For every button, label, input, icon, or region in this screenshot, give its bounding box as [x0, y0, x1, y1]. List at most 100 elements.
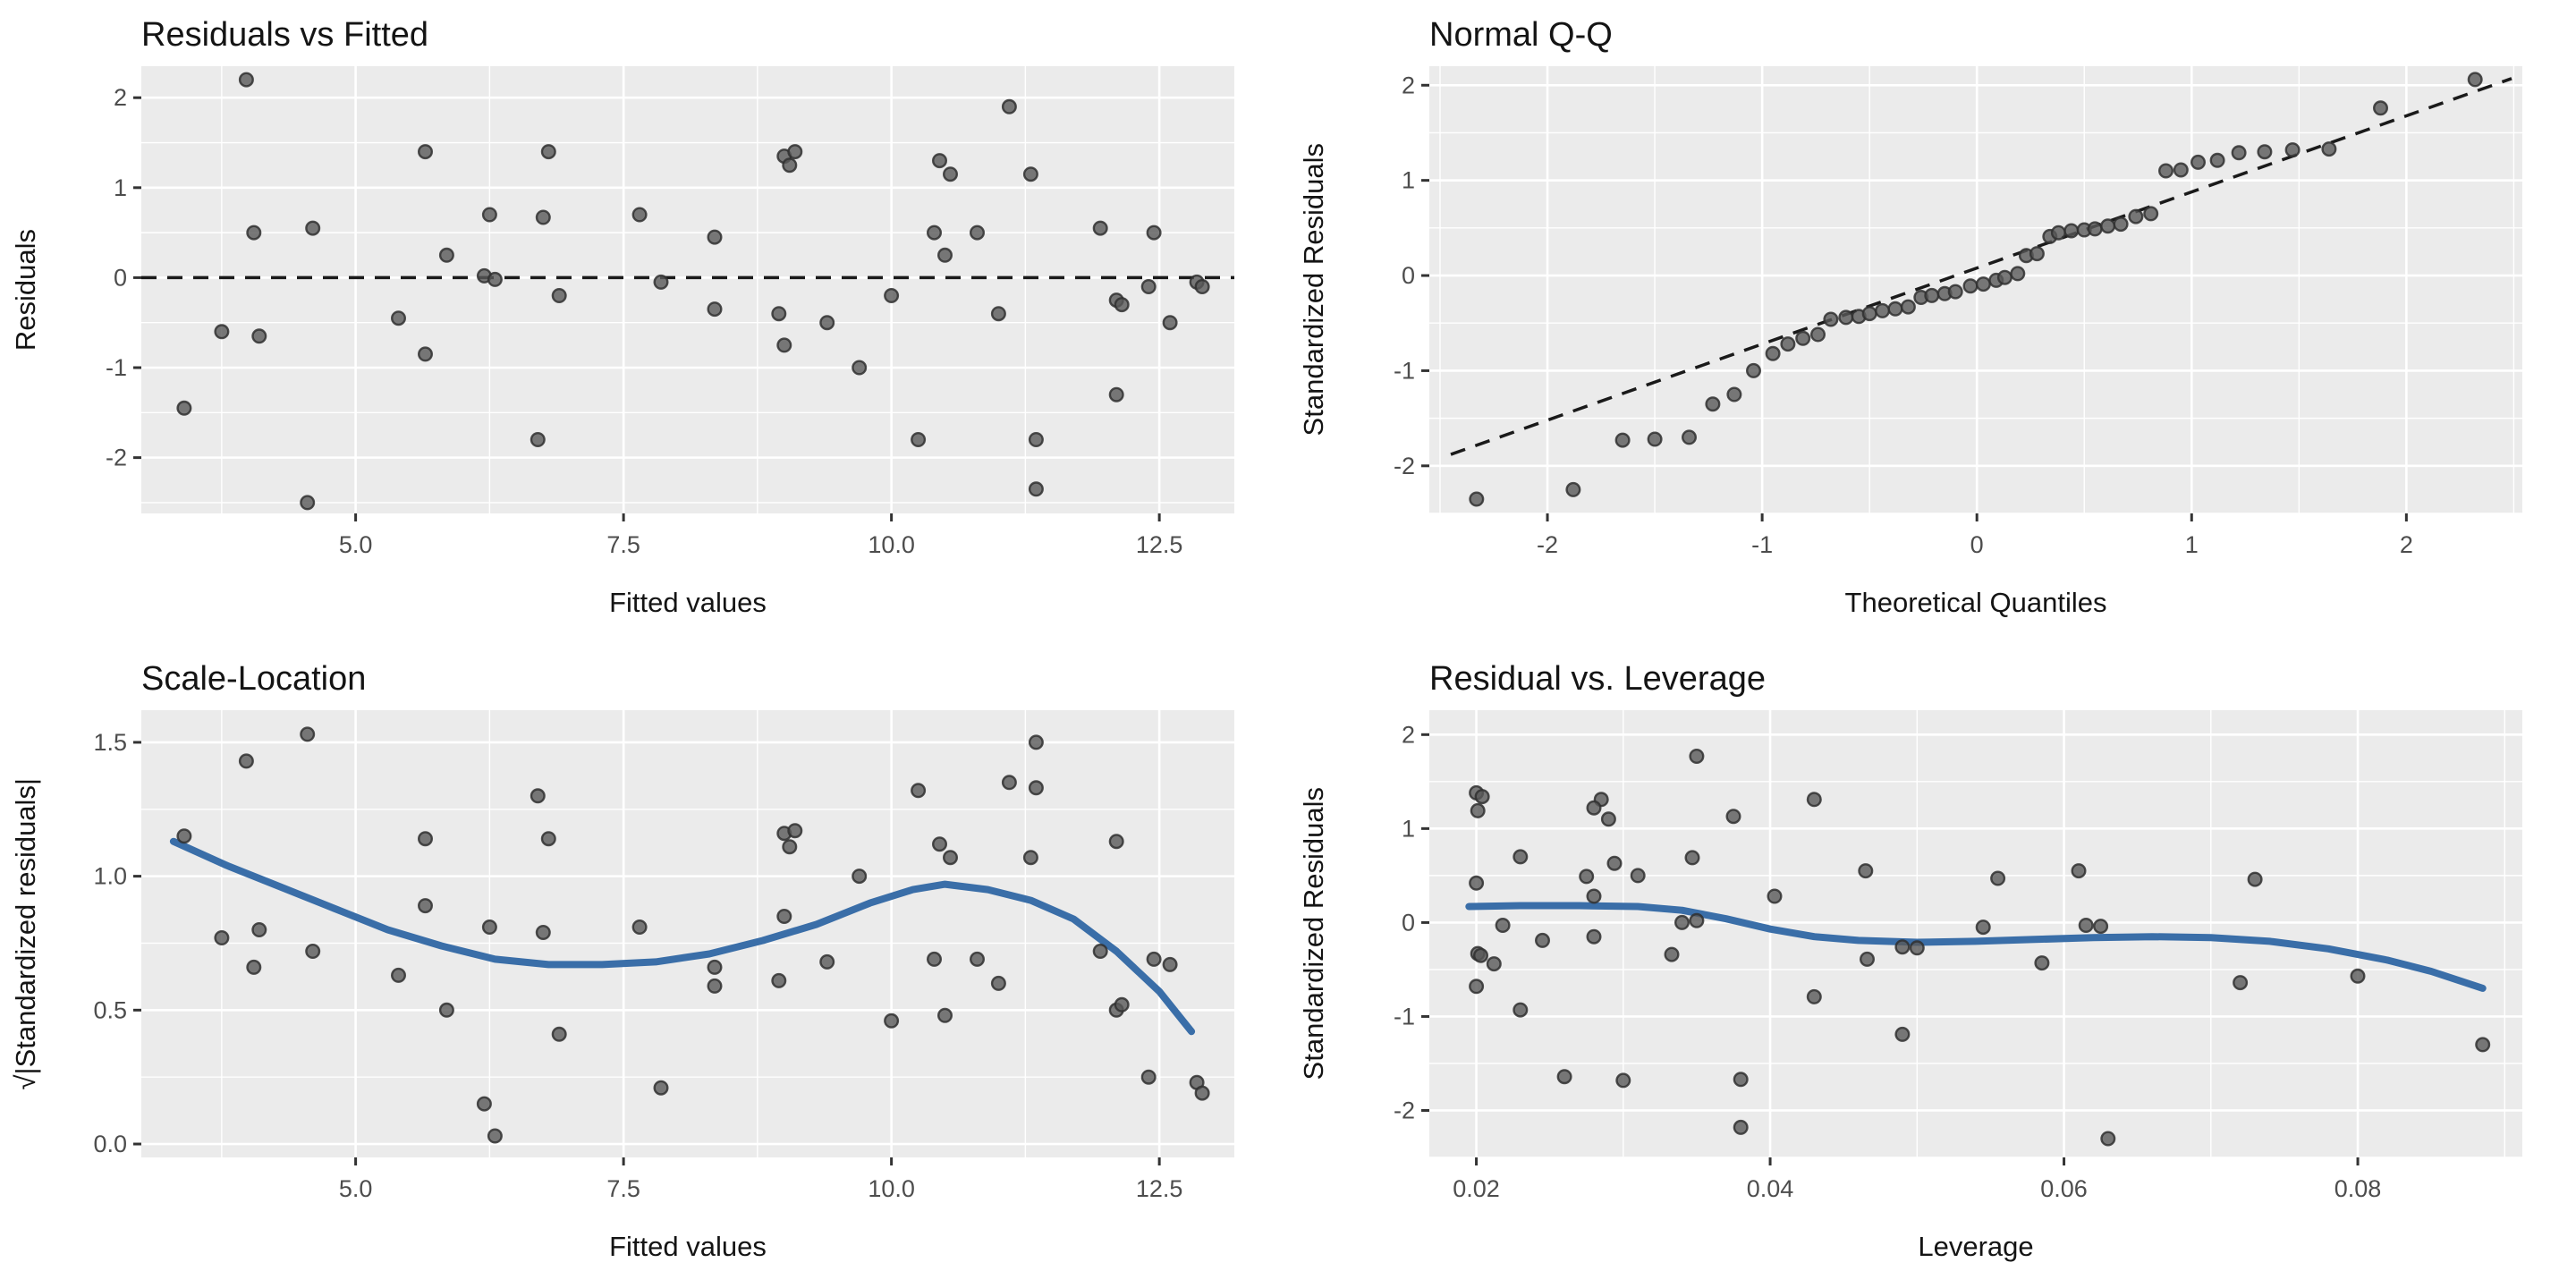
y-tick-label: 1.5 [93, 729, 127, 756]
data-point [1909, 940, 1925, 956]
data-point [246, 225, 262, 241]
data-point [927, 951, 943, 967]
data-point [1962, 278, 1979, 294]
data-point [551, 1026, 567, 1042]
data-point [487, 1128, 503, 1144]
panel-residual-vs-leverage: Residual vs. Leverage Standardized Resid… [1288, 644, 2576, 1288]
data-point [438, 1002, 454, 1018]
residuals-vs-fitted-plot: 5.0 7.5 10.0 12.5 -2 -1 0 1 2 [106, 66, 1234, 558]
x-axis-label: Fitted values [609, 1231, 767, 1262]
plot-background [141, 66, 1234, 513]
data-point [1108, 834, 1124, 850]
data-point [1838, 309, 1854, 326]
y-tick-label: 0.0 [93, 1131, 127, 1157]
data-point [1664, 946, 1680, 962]
data-point [1806, 792, 1822, 808]
data-point [990, 975, 1006, 991]
data-point [1586, 928, 1602, 945]
y-tick-label: 2 [114, 84, 127, 111]
data-point [487, 271, 503, 287]
x-tick-label: 7.5 [606, 1175, 640, 1202]
y-tick-label: 0 [1402, 262, 1415, 289]
data-point [911, 432, 927, 448]
data-point [530, 788, 546, 804]
data-point [1733, 1119, 1749, 1135]
data-point [787, 823, 803, 839]
data-point [418, 898, 434, 914]
data-point [1746, 362, 1762, 378]
page-title: Residuals vs Fitted [141, 16, 429, 54]
x-tick-label: 0.02 [1453, 1175, 1500, 1202]
data-point [819, 315, 835, 331]
panel-title: Normal Q-Q [1429, 16, 1613, 54]
data-point [1586, 800, 1602, 816]
data-point [300, 495, 316, 511]
data-point [476, 1096, 492, 1112]
data-point [653, 274, 669, 290]
data-point [771, 306, 787, 322]
data-point [1689, 749, 1705, 765]
y-tick-label: -1 [1394, 357, 1415, 384]
data-point [1028, 780, 1044, 796]
data-point [1028, 432, 1044, 448]
data-point [1894, 1026, 1911, 1042]
data-point [2050, 225, 2066, 241]
x-tick-label: -2 [1537, 531, 1558, 558]
data-point [438, 247, 454, 263]
data-point [787, 144, 803, 160]
x-tick-label: 12.5 [1136, 1175, 1183, 1202]
data-point [2247, 871, 2263, 887]
data-point [819, 953, 835, 970]
y-tick-label: 0 [114, 264, 127, 291]
data-point [1975, 919, 1991, 936]
data-point [1767, 888, 1783, 904]
x-tick-label: 5.0 [339, 1175, 373, 1202]
data-point [305, 944, 321, 960]
data-point [884, 288, 900, 304]
data-point [214, 930, 230, 946]
y-tick-label: -2 [1394, 1097, 1415, 1123]
data-point [932, 153, 948, 169]
y-axis-label-container: Residuals [0, 54, 52, 583]
data-point [771, 972, 787, 988]
y-tick-label: 1 [1402, 167, 1415, 194]
data-point [937, 247, 953, 263]
data-point [1469, 875, 1485, 891]
data-point [418, 831, 434, 847]
data-point [1146, 951, 1162, 967]
x-tick-label: -1 [1751, 531, 1773, 558]
y-tick-label: 2 [1402, 721, 1415, 748]
data-point [1194, 278, 1210, 294]
data-point [1194, 1085, 1210, 1101]
data-point [481, 207, 497, 223]
data-point [214, 324, 230, 340]
data-point [535, 924, 551, 940]
x-tick-label: 0.08 [2334, 1175, 2382, 1202]
data-point [246, 959, 262, 975]
data-point [1140, 278, 1157, 294]
data-point [943, 850, 959, 866]
x-tick-label: 0.06 [2040, 1175, 2088, 1202]
data-point [1726, 386, 1742, 402]
y-axis-label-container: Standardized Residuals [1288, 698, 1340, 1227]
y-tick-label: 1 [1402, 815, 1415, 842]
data-point [1092, 220, 1108, 236]
data-point [1996, 269, 2012, 285]
y-tick-label: -1 [1394, 1003, 1415, 1030]
data-point [1947, 284, 1963, 300]
data-point [1682, 429, 1698, 445]
data-point [782, 157, 798, 174]
data-point [418, 144, 434, 160]
residual-vs-leverage-plot: 0.02 0.04 0.06 0.08 -2 -1 0 1 2 [1394, 710, 2522, 1202]
y-tick-label: 1 [114, 174, 127, 201]
data-point [2010, 266, 2026, 282]
data-point [2093, 919, 2109, 935]
data-point [776, 337, 792, 353]
data-point [1606, 855, 1623, 871]
data-point [1474, 789, 1490, 805]
y-axis-label-container: √|Standardized residuals| [0, 698, 52, 1227]
data-point [1146, 225, 1162, 241]
data-point [1028, 481, 1044, 497]
data-point [1733, 1072, 1749, 1088]
data-point [1875, 302, 1891, 318]
